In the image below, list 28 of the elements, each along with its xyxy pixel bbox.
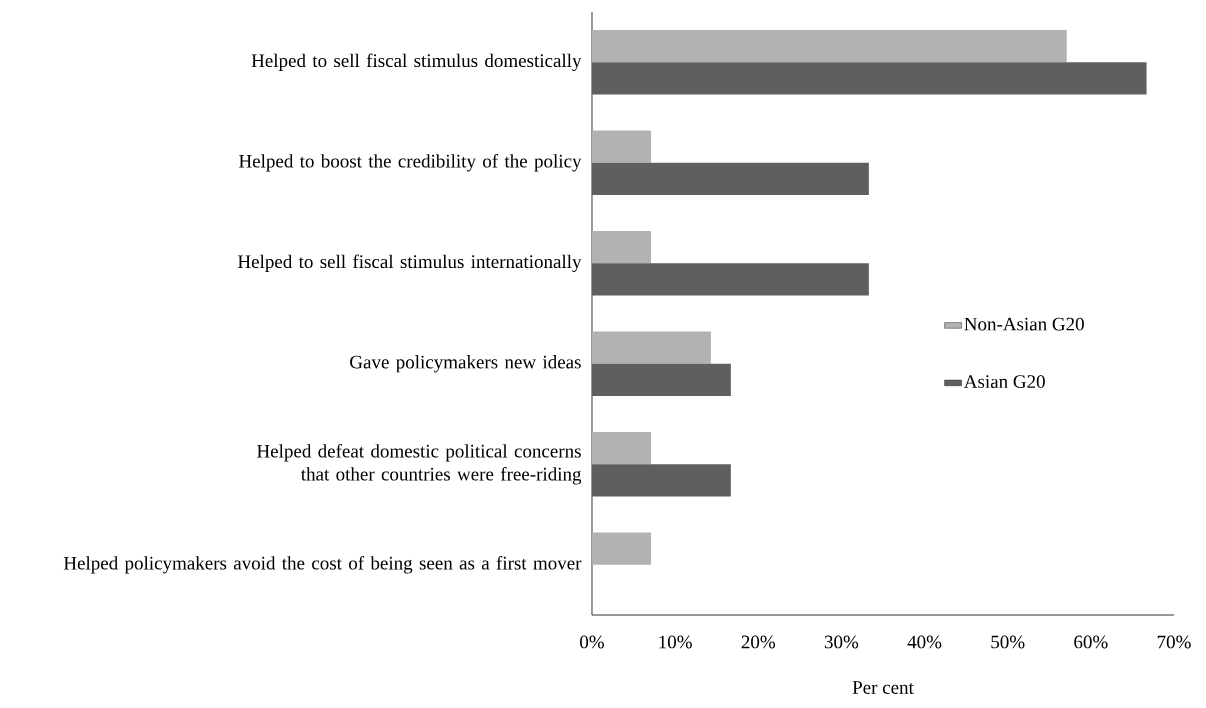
y-tick-label: Helped policymakers avoid the cost of being seen as a first mover [63,556,582,574]
bar [592,432,652,465]
x-tick-label: 60% [1074,635,1108,649]
y-tick-label: Helped to sell fiscal stimulus domestically [251,53,582,71]
x-tick-label: 30% [824,635,859,649]
bar [592,130,652,163]
bar [592,162,869,195]
y-tick-label: Gave policymakers new ideas [350,355,581,373]
legend-label: Asian G20 [963,375,1045,388]
bar [592,331,711,364]
bar [592,231,652,264]
legend-label: Non-Asian G20 [964,317,1084,331]
x-axis-title: Per cent [852,681,914,694]
x-tick-label: 50% [991,635,1025,649]
x-tick-label: 10% [659,635,692,649]
bar [592,263,869,296]
bar [592,363,731,396]
bar [592,30,1067,63]
x-tick-label: 70% [1157,635,1191,649]
bar [592,532,652,565]
y-tick-label: Helped to sell fiscal stimulus internationally [237,254,582,272]
x-tick-label: 20% [741,635,776,649]
bar [592,62,1147,95]
x-tick-label: 40% [907,635,942,649]
y-tick-label: Helped defeat domestic political concerns that other countries were free-riding [257,444,582,485]
y-tick-label: Helped to boost the credibility of the policy [239,154,582,172]
x-tick-label: 0% [580,635,605,649]
bar [592,464,731,497]
